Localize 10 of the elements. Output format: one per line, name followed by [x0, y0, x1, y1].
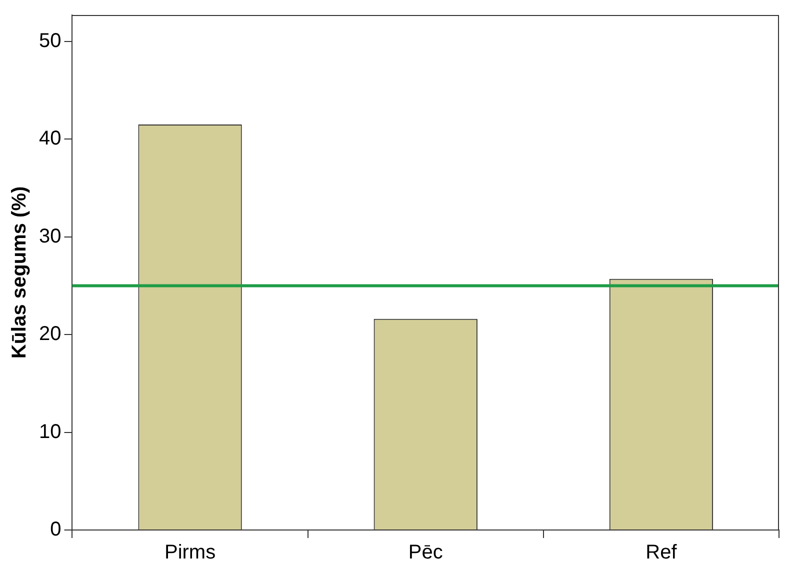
y-axis-title: Kūlas segums (%) [8, 186, 31, 359]
y-tick-label: 20 [38, 323, 62, 346]
y-tick-label: 30 [38, 225, 62, 248]
x-tick-label: Pēc [408, 542, 443, 564]
x-tick-label: Pirms [164, 542, 216, 564]
y-tick-label: 50 [38, 30, 62, 52]
y-tick-label: 0 [50, 518, 62, 541]
y-tick-label: 10 [38, 420, 62, 443]
y-tick-label: 40 [38, 128, 62, 150]
x-tick-label: Ref [646, 542, 678, 564]
